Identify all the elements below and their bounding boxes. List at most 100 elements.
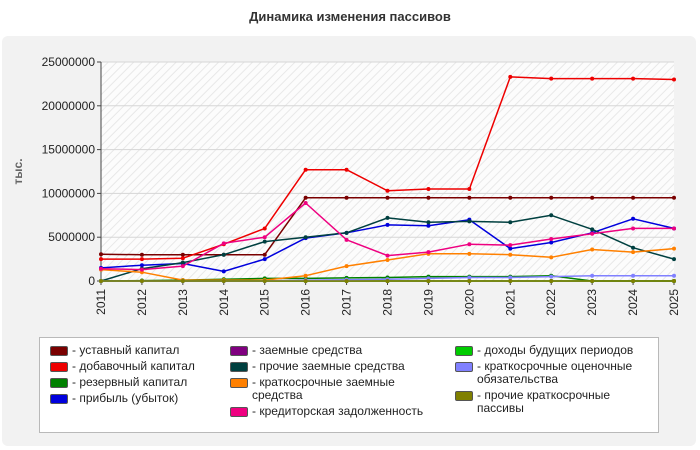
data-point <box>631 250 636 255</box>
legend-label: - кредиторская задолженность <box>252 404 424 418</box>
data-point <box>467 195 472 200</box>
legend-label: - краткосрочные заемные средства <box>252 375 395 402</box>
data-point <box>221 279 226 283</box>
legend-item-kratkosrochnye-zaemnye-sredstva: - краткосрочные заемные средства <box>230 376 430 402</box>
data-point <box>508 195 513 200</box>
data-point <box>467 219 472 224</box>
data-point <box>262 226 267 231</box>
data-point <box>221 252 226 257</box>
data-point <box>180 256 185 261</box>
data-point <box>549 279 554 283</box>
data-point <box>590 247 595 252</box>
data-point <box>180 264 185 269</box>
legend-item-zaemnye-sredstva: - заемные средства <box>230 344 430 357</box>
data-point <box>426 279 431 283</box>
legend-swatch <box>455 346 473 356</box>
legend: - уставный капитал - добавочный капитал … <box>39 337 659 433</box>
data-point <box>426 223 431 228</box>
data-point <box>672 246 676 251</box>
legend-swatch <box>50 362 68 372</box>
legend-item-dobavochnyi-kapital: - добавочный капитал <box>50 360 220 373</box>
data-point <box>344 237 349 242</box>
legend-swatch <box>50 394 68 404</box>
data-point <box>385 253 390 258</box>
legend-label: - уставный капитал <box>72 343 180 357</box>
data-point <box>549 255 554 260</box>
data-point <box>99 266 103 271</box>
legend-label: - прочие заемные средства <box>252 359 405 373</box>
legend-swatch <box>230 362 248 372</box>
data-point <box>672 226 676 231</box>
legend-column-3: - доходы будущих периодов - краткосрочны… <box>455 344 655 418</box>
x-tick-label: 2011 <box>94 289 108 315</box>
data-point <box>508 74 513 79</box>
data-point <box>631 216 636 221</box>
data-point <box>426 220 431 225</box>
data-point <box>631 76 636 81</box>
legend-swatch <box>230 407 248 417</box>
x-tick-label: 2020 <box>462 289 476 316</box>
data-point <box>631 195 636 200</box>
data-point <box>590 76 595 81</box>
legend-column-2: - заемные средства - прочие заемные сред… <box>230 344 430 421</box>
data-point <box>385 257 390 262</box>
data-point <box>426 250 431 255</box>
x-tick-label: 2021 <box>503 289 517 316</box>
y-tick-label: 15000000 <box>42 143 96 157</box>
legend-swatch <box>455 391 473 401</box>
data-point <box>385 195 390 200</box>
data-point <box>467 242 472 247</box>
y-tick-label: 0 <box>88 274 95 288</box>
data-point <box>303 273 308 278</box>
data-point <box>549 76 554 81</box>
data-point <box>139 267 144 272</box>
data-point <box>631 226 636 231</box>
data-point <box>426 195 431 200</box>
data-point <box>344 195 349 200</box>
data-point <box>672 257 676 262</box>
legend-item-prochie-zaemnye-sredstva: - прочие заемные средства <box>230 360 430 373</box>
data-point <box>385 222 390 227</box>
data-point <box>180 279 185 283</box>
legend-item-prochie-kratkosrochnye-passivy: - прочие краткосрочные пассивы <box>455 389 655 415</box>
y-axis-label: тыс. <box>11 158 25 184</box>
data-point <box>344 264 349 269</box>
x-tick-label: 2025 <box>667 289 681 316</box>
data-point <box>672 77 676 82</box>
legend-item-dokhody-budushchikh-periodov: - доходы будущих периодов <box>455 344 655 357</box>
data-point <box>99 252 103 257</box>
data-point <box>672 195 676 200</box>
data-point <box>262 239 267 244</box>
y-tick-label: 25000000 <box>42 55 96 69</box>
data-point <box>221 269 226 274</box>
data-point <box>508 243 513 248</box>
legend-item-otsenochnye-obyazatelstva: - краткосрочные оценочные обязательства <box>455 360 655 386</box>
legend-label: - добавочный капитал <box>72 359 195 373</box>
data-point <box>590 195 595 200</box>
data-point <box>426 187 431 192</box>
data-point <box>303 279 308 283</box>
x-tick-label: 2018 <box>381 289 395 316</box>
legend-column-1: - уставный капитал - добавочный капитал … <box>50 344 220 408</box>
x-tick-label: 2022 <box>544 289 558 316</box>
x-tick-label: 2013 <box>176 289 190 316</box>
x-tick-label: 2015 <box>258 289 272 316</box>
data-point <box>344 167 349 172</box>
data-point <box>139 252 144 257</box>
data-point <box>385 188 390 193</box>
legend-swatch <box>50 378 68 388</box>
data-point <box>385 215 390 220</box>
data-point <box>221 241 226 246</box>
data-point <box>467 187 472 192</box>
legend-swatch <box>50 346 68 356</box>
legend-item-rezervnyi-kapital: - резервный капитал <box>50 376 220 389</box>
data-point <box>508 252 513 257</box>
data-point <box>549 195 554 200</box>
data-point <box>549 240 554 245</box>
x-tick-label: 2024 <box>626 289 640 316</box>
legend-label: - прочие краткосрочные пассивы <box>477 388 611 415</box>
y-tick-label: 10000000 <box>42 186 96 200</box>
data-point <box>303 235 308 240</box>
x-tick-label: 2014 <box>217 289 231 316</box>
